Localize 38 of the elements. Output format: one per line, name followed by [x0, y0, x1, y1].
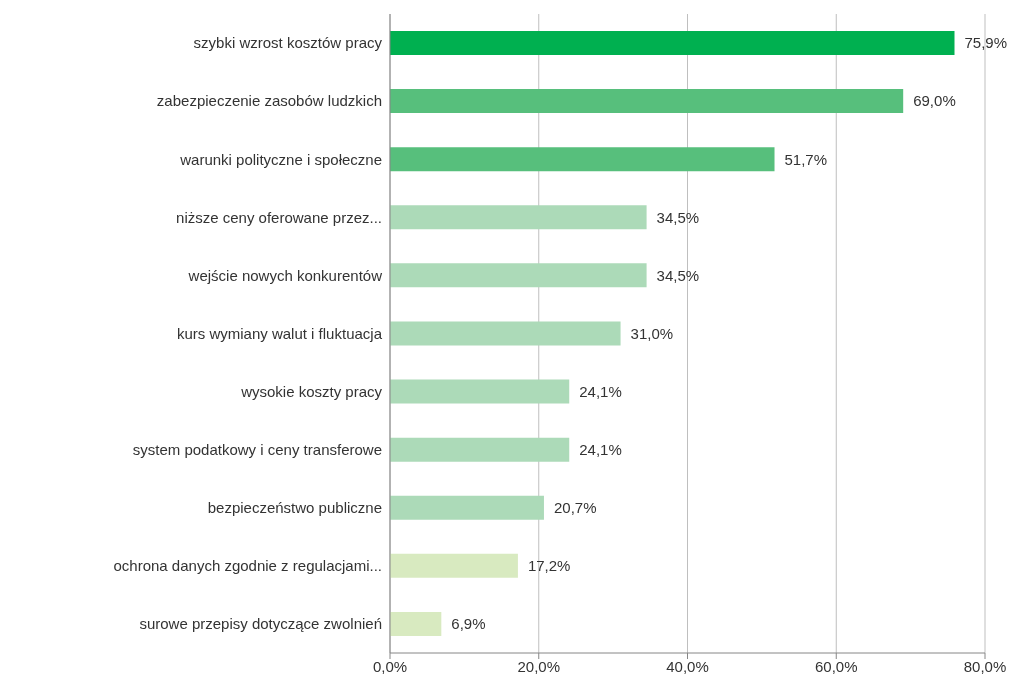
y-tick-label: warunki polityczne i społeczne: [179, 150, 382, 168]
y-tick-label: kurs wymiany walut i fluktuacja: [176, 324, 383, 342]
bar: [390, 205, 647, 230]
x-tick-label: 80,0%: [963, 657, 1007, 675]
x-tick-label: 40,0%: [666, 657, 709, 675]
bar: [390, 379, 570, 404]
bar: [390, 553, 518, 578]
y-tick-label: bezpieczeństwo publiczne: [207, 499, 382, 517]
data-label: 69,0%: [913, 92, 956, 110]
x-tick-label: 60,0%: [814, 657, 858, 675]
y-tick-label: zabezpieczenie zasobów ludzkich: [156, 92, 382, 110]
data-label: 34,5%: [656, 266, 700, 284]
y-tick-label: szybki wzrost kosztów pracy: [193, 34, 383, 52]
x-tick-label: 20,0%: [517, 657, 561, 675]
data-label: 24,1%: [579, 440, 622, 458]
y-tick-label: system podatkowy i ceny transferowe: [132, 441, 382, 459]
y-tick-label: niższe ceny oferowane przez...: [176, 208, 382, 226]
data-label: 6,9%: [451, 615, 486, 633]
bar: [390, 89, 904, 114]
y-tick-label: wysokie koszty pracy: [240, 382, 383, 400]
data-label: 51,7%: [784, 150, 828, 168]
data-label: 31,0%: [630, 324, 674, 342]
data-label: 24,1%: [579, 382, 622, 400]
y-tick-label: surowe przepisy dotyczące zwolnień: [139, 615, 382, 633]
data-label: 75,9%: [964, 34, 1008, 52]
bar: [390, 263, 647, 288]
bar: [390, 147, 775, 172]
bar: [390, 495, 544, 520]
data-label: 34,5%: [656, 208, 700, 226]
data-label: 20,7%: [553, 499, 597, 517]
bar: [390, 31, 955, 55]
bar: [390, 321, 621, 346]
bar: [390, 437, 570, 462]
x-tick-label: 0,0%: [372, 657, 408, 675]
data-label: 17,2%: [527, 557, 571, 575]
y-tick-label: ochrona danych zgodnie z regulacjami...: [113, 557, 382, 575]
y-tick-label: wejście nowych konkurentów: [187, 266, 383, 284]
bar: [390, 611, 442, 636]
